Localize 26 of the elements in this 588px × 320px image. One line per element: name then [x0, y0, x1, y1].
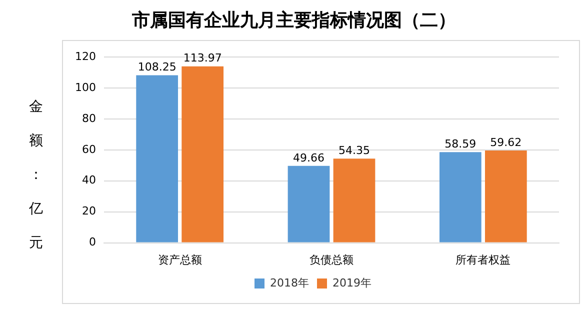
bar: [439, 152, 482, 242]
data-label: 108.25: [138, 60, 176, 74]
data-label: 54.35: [338, 144, 370, 158]
data-label: 49.66: [293, 151, 324, 164]
data-label: 58.59: [444, 137, 476, 150]
data-label: 59.62: [490, 136, 522, 149]
bar: [288, 166, 330, 242]
y-tick-label: 0: [88, 236, 96, 249]
bar: [182, 66, 224, 242]
y-tick-label: 80: [82, 112, 96, 125]
x-tick-label: 所有者权益: [456, 253, 511, 266]
text: 金额：亿元: [29, 99, 43, 251]
x-tick-label: 资产总额: [158, 253, 202, 266]
y-tick-label: 100: [74, 80, 96, 94]
x-tick-label: 负债总额: [310, 253, 354, 266]
y-tick-label: 60: [82, 142, 96, 156]
bar: [333, 158, 376, 242]
bar: [136, 75, 178, 242]
chart-title: 市属国有企业九月主要指标情况图（二）: [131, 9, 457, 32]
y-tick-label: 120: [74, 50, 96, 63]
legend-label: 2018年: [270, 276, 310, 290]
data-label: 113.97: [183, 52, 222, 65]
y-tick-label: 40: [82, 174, 96, 187]
y-tick-label: 20: [82, 204, 96, 218]
bar: [484, 150, 527, 242]
legend-label: 2019年: [332, 276, 372, 290]
